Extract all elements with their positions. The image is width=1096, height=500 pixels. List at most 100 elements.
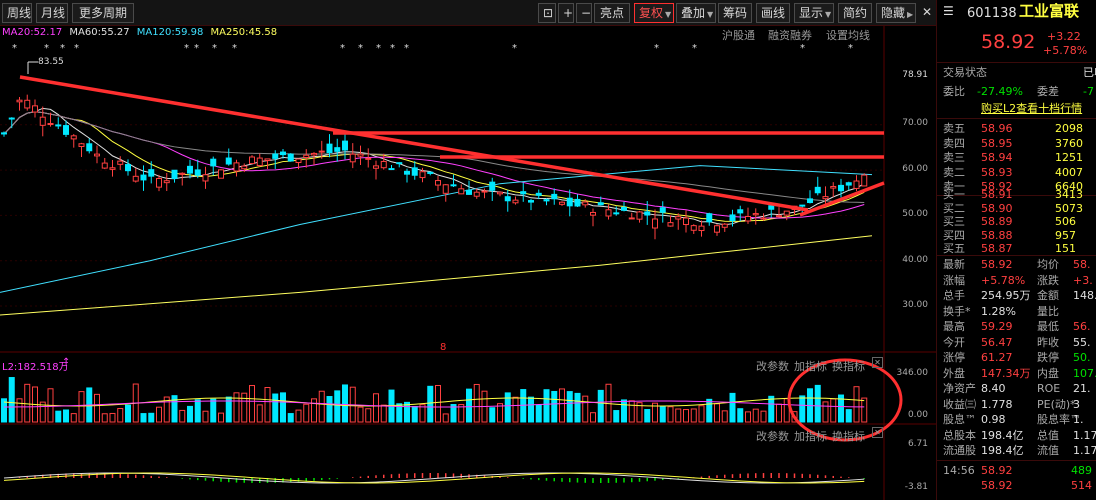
volume-bar — [373, 393, 379, 423]
zoom-in-icon[interactable]: + — [558, 3, 574, 23]
candle-body — [171, 169, 178, 180]
candle-body — [814, 186, 821, 194]
display-button[interactable]: 显示 ▼ — [794, 3, 834, 23]
adjust-button[interactable]: 复权 ▼ — [634, 3, 674, 23]
candle-body — [628, 217, 635, 220]
simple-button[interactable]: 简约 — [838, 3, 872, 23]
macd-edit-params-link[interactable]: 改参数 — [756, 430, 789, 443]
monthly-button[interactable]: 月线 — [36, 3, 68, 23]
bid-price: 58.90 — [981, 201, 1013, 215]
candle-body — [458, 188, 465, 195]
volume-bar — [845, 409, 852, 423]
macd-add-indicator-link[interactable]: 加指标 — [794, 430, 827, 443]
candle-body — [404, 170, 410, 175]
stat-label: 均价 — [1037, 258, 1059, 271]
set-ma-link[interactable]: 设置均线 — [826, 29, 870, 42]
candle-body — [32, 105, 38, 113]
candle-body — [311, 152, 317, 156]
candle-body — [466, 189, 472, 195]
volume-bar — [760, 410, 767, 423]
volume-bar — [39, 401, 46, 423]
adjust-label: 复权 — [639, 6, 664, 20]
stat-label: 总值 — [1037, 428, 1059, 442]
volume-bar — [582, 395, 589, 423]
stat-label: 净资产 — [943, 382, 976, 395]
volume-bar — [489, 407, 496, 423]
divider — [937, 195, 1096, 196]
candle-body — [551, 193, 558, 200]
candle-body — [830, 186, 837, 189]
stat-label: 收益㈢ — [943, 397, 976, 411]
stat-value: 107.6 — [1073, 366, 1096, 380]
vol-edit-params-link[interactable]: 改参数 — [756, 360, 789, 373]
stat-label: 总手 — [943, 289, 965, 302]
margin-trading-link[interactable]: 融资融券 — [768, 29, 812, 42]
kline-chart[interactable] — [0, 0, 936, 500]
candle-body — [497, 191, 503, 195]
stat-value: 0.98 — [981, 413, 1006, 426]
hide-button[interactable]: 隐藏 ▶ — [876, 3, 916, 23]
volume-bar — [621, 399, 627, 423]
close-icon[interactable]: ✕ — [922, 5, 933, 19]
ma60-label: MA60:55.27 — [69, 27, 130, 38]
candle-body — [667, 222, 674, 227]
bid-price: 58.87 — [981, 242, 1013, 256]
dif-line — [3, 472, 865, 484]
order-diff-value: -7 — [1083, 85, 1094, 98]
highlights-button[interactable]: 亮点 — [594, 3, 630, 23]
close-icon[interactable]: ✕ — [872, 357, 883, 368]
volume-bar — [125, 404, 131, 423]
candle-body — [636, 211, 643, 220]
dea-line — [3, 472, 865, 484]
candle-body — [39, 116, 46, 126]
candle-body — [210, 158, 217, 167]
volume-bar — [659, 405, 666, 423]
window-restore-icon[interactable]: ⊡ — [538, 3, 556, 23]
stat-value: 1.28% — [981, 304, 1016, 318]
more-periods-button[interactable]: 更多周期 — [72, 3, 134, 23]
stat-label: 涨跌 — [1037, 273, 1059, 287]
volume-bar — [838, 394, 844, 423]
candle-body — [845, 182, 852, 186]
volume-bar — [272, 393, 279, 423]
candle-body — [1, 132, 7, 135]
zoom-out-icon[interactable]: − — [576, 3, 592, 23]
price-tick-label: 60.00 — [902, 164, 928, 174]
volume-bar — [419, 404, 426, 423]
candle-body — [659, 207, 666, 213]
candle-body — [280, 151, 286, 156]
stat-label: 最低 — [1037, 320, 1059, 333]
volume-bar — [574, 392, 581, 423]
draw-line-button[interactable]: 画线 — [756, 3, 790, 23]
stat-label: 最高 — [943, 320, 965, 333]
volume-bar — [427, 385, 434, 423]
l2-purchase-link[interactable]: 购买L2查看十档行情 — [981, 102, 1083, 115]
weekly-button[interactable]: 周线 — [2, 3, 32, 23]
vol-switch-indicator-link[interactable]: 换指标 — [832, 360, 865, 373]
volume-bar — [814, 384, 821, 423]
stat-value: 3 — [1073, 397, 1080, 411]
hk-connect-link[interactable]: 沪股通 — [722, 29, 755, 42]
stat-value: 1. — [1073, 413, 1084, 426]
stat-label: 金额 — [1037, 289, 1059, 302]
candle-body — [760, 217, 767, 220]
candle-body — [202, 174, 209, 182]
menu-icon[interactable]: ☰ — [943, 4, 954, 18]
candle-body — [94, 153, 100, 157]
stat-value: 56. — [1073, 320, 1091, 333]
candle-body — [435, 180, 441, 186]
overlay-button[interactable]: 叠加 ▼ — [676, 3, 716, 23]
volume-bar — [706, 398, 713, 423]
macd-switch-indicator-link[interactable]: 换指标 — [832, 430, 865, 443]
candle-body — [117, 160, 124, 165]
vol-add-indicator-link[interactable]: 加指标 — [794, 360, 827, 373]
chips-button[interactable]: 筹码 — [718, 3, 752, 23]
stock-code: 601138 — [967, 6, 1017, 21]
close-icon[interactable]: ✕ — [872, 427, 883, 438]
volume-bar — [24, 383, 31, 423]
candle-body — [566, 197, 573, 207]
candle-body — [272, 153, 279, 159]
candle-body — [156, 178, 162, 188]
price-tick-label: 50.00 — [902, 209, 928, 219]
order-diff-label: 委差 — [1037, 85, 1059, 98]
